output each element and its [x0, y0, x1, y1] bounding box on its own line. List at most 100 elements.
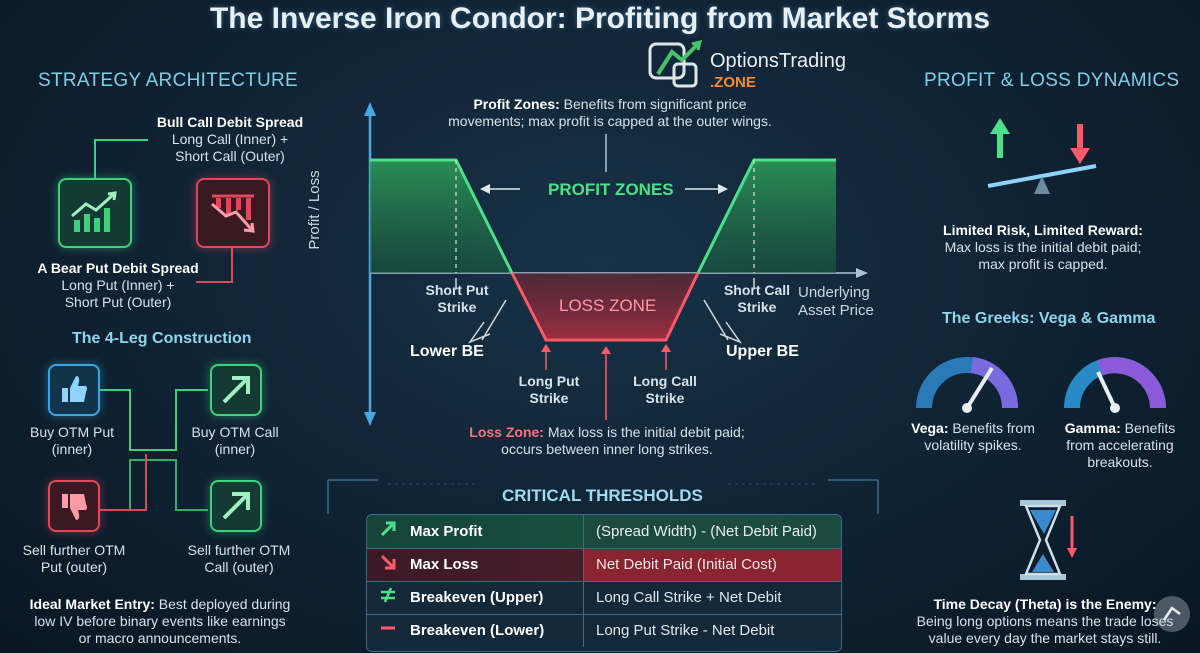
logo-suffix: .ZONE	[710, 74, 756, 91]
gamma-line2: from accelerating	[1066, 437, 1174, 453]
profit-zones-text: Profit Zones: Benefits from significant …	[420, 96, 800, 130]
y-axis-label: Profit / Loss	[306, 170, 323, 250]
short-put-line2: Strike	[437, 299, 477, 315]
market-entry-line1: Best deployed during	[154, 596, 291, 612]
gamma-text: Gamma: Benefits from accelerating breako…	[1050, 420, 1190, 471]
thumbs-up-icon	[62, 376, 87, 402]
theta-line1: Being long options means the trade loses	[916, 613, 1174, 629]
payoff-diagram	[364, 102, 868, 426]
threshold-label-breakeven-lower: Breakeven (Lower)	[409, 614, 584, 647]
bull-spread-card	[58, 178, 132, 248]
rising-chart-icon	[71, 191, 117, 232]
long-put-line1: Long Put	[518, 373, 580, 389]
bear-spread-text: A Bear Put Debit Spread Long Put (Inner)…	[18, 260, 218, 311]
profit-zones-line2: movements; max profit is capped at the o…	[448, 113, 772, 129]
bear-spread-title: A Bear Put Debit Spread	[37, 260, 199, 276]
bull-spread-line2: Short Call (Outer)	[175, 148, 285, 164]
thresholds-table: Max Profit (Spread Width) - (Net Debit P…	[366, 514, 842, 652]
leg-sell-put: Sell further OTM Put (outer)	[8, 542, 140, 576]
threshold-label-max-profit: Max Profit	[409, 515, 584, 549]
vega-gauge-icon	[916, 357, 1019, 413]
theta-line2: value every day the market stays still.	[928, 630, 1162, 646]
loss-zone-title: Loss Zone:	[469, 424, 544, 440]
risk-reward-line1: Max loss is the initial debit paid;	[944, 239, 1142, 255]
profit-zones-line1: Benefits from significant price	[559, 96, 747, 112]
risk-reward-title: Limited Risk, Limited Reward:	[943, 222, 1143, 238]
dynamics-heading: PROFIT & LOSS DYNAMICS	[924, 70, 1180, 91]
market-entry-title: Ideal Market Entry:	[29, 596, 155, 612]
theta-text: Time Decay (Theta) is the Enemy: Being l…	[900, 596, 1190, 647]
market-entry-line2: low IV before binary events like earning…	[34, 613, 286, 629]
buy-put-card	[48, 364, 100, 416]
arrow-up-right-icon	[222, 376, 250, 404]
greeks-heading: The Greeks: Vega & Gamma	[942, 310, 1156, 327]
theta-title: Time Decay (Theta) is the Enemy:	[933, 596, 1157, 612]
leg-buy-put: Buy OTM Put (inner)	[10, 424, 134, 458]
short-call-strike-label: Short Call Strike	[712, 282, 802, 316]
threshold-label-breakeven-upper: Breakeven (Upper)	[409, 581, 584, 615]
threshold-value-breakeven-lower: Long Put Strike - Net Debit	[596, 622, 775, 640]
arrow-down-right-icon	[380, 554, 396, 570]
loss-zone-line1: Max loss is the initial debit paid;	[543, 424, 745, 440]
four-leg-connectors	[98, 389, 208, 511]
architecture-heading: STRATEGY ARCHITECTURE	[38, 70, 299, 91]
leg-sell-call-line1: Sell further OTM	[187, 542, 291, 558]
thumbs-down-icon	[62, 494, 87, 520]
long-call-line2: Strike	[645, 390, 685, 406]
minus-icon	[381, 626, 395, 630]
threshold-value-max-loss: Net Debit Paid (Initial Cost)	[583, 548, 841, 582]
page-title: The Inverse Iron Condor: Profiting from …	[209, 2, 991, 35]
x-axis-label-line2: Asset Price	[798, 302, 874, 319]
short-put-line1: Short Put	[425, 282, 489, 298]
x-axis-label: Underlying Asset Price	[798, 284, 874, 320]
gamma-gauge-icon	[1064, 357, 1166, 413]
market-entry-line3: or macro announcements.	[78, 630, 242, 646]
sell-put-card	[48, 480, 100, 532]
leg-buy-call-line1: Buy OTM Call	[191, 424, 279, 440]
risk-reward-text: Limited Risk, Limited Reward: Max loss i…	[918, 222, 1168, 273]
bear-spread-line1: Long Put (Inner) +	[61, 277, 175, 293]
thresholds-heading: CRITICAL THRESHOLDS	[502, 486, 703, 505]
bull-spread-title: Bull Call Debit Spread	[156, 114, 304, 130]
four-leg-heading: The 4-Leg Construction	[72, 330, 252, 347]
leg-buy-put-line1: Buy OTM Put	[29, 424, 115, 440]
watermark-badge-icon	[1154, 596, 1190, 632]
market-entry-text: Ideal Market Entry: Best deployed during…	[10, 596, 310, 647]
bear-spread-card	[196, 178, 270, 248]
bull-spread-text: Bull Call Debit Spread Long Call (Inner)…	[130, 114, 330, 165]
buy-call-card	[210, 364, 262, 416]
loss-area	[512, 273, 698, 340]
short-call-line1: Short Call	[723, 282, 791, 298]
profit-zones-label: PROFIT ZONES	[548, 180, 674, 199]
short-put-strike-label: Short Put Strike	[412, 282, 502, 316]
architecture-connectors	[94, 139, 233, 283]
leg-sell-call: Sell further OTM Call (outer)	[172, 542, 306, 576]
vega-text: Vega: Benefits from volatility spikes.	[898, 420, 1048, 454]
profit-area-right	[698, 160, 836, 273]
loss-zone-text: Loss Zone: Max loss is the initial debit…	[432, 424, 782, 458]
hourglass-icon	[1020, 500, 1077, 580]
thresholds-frame	[327, 479, 879, 514]
loss-zone-label: LOSS ZONE	[559, 296, 657, 315]
arrow-up-right-icon	[380, 521, 396, 536]
vega-line1: Benefits from	[948, 420, 1035, 436]
arrow-up-right-icon	[222, 492, 250, 520]
long-call-line1: Long Call	[633, 373, 697, 389]
upper-be-label: Upper BE	[726, 343, 799, 360]
leg-buy-call: Buy OTM Call (inner)	[170, 424, 300, 458]
threshold-row-max-profit: Max Profit (Spread Width) - (Net Debit P…	[367, 515, 841, 549]
threshold-value-breakeven-upper: Long Call Strike + Net Debit	[583, 581, 841, 615]
long-put-line2: Strike	[529, 390, 569, 406]
gamma-title: Gamma:	[1064, 420, 1121, 436]
long-put-strike-label: Long Put Strike	[504, 373, 594, 407]
loss-zone-line2: occurs between inner long strikes.	[501, 441, 713, 457]
gamma-line3: breakouts.	[1087, 454, 1153, 470]
threshold-row-max-loss: Max Loss Net Debit Paid (Initial Cost)	[367, 548, 841, 582]
leg-sell-put-line1: Sell further OTM	[22, 542, 126, 558]
threshold-row-breakeven-lower: Breakeven (Lower) Long Put Strike - Net …	[367, 614, 841, 647]
profit-zones-title: Profit Zones:	[473, 96, 560, 112]
gamma-line1: Benefits	[1120, 420, 1176, 436]
risk-reward-line2: max profit is capped.	[978, 256, 1108, 272]
vega-line2: volatility spikes.	[924, 437, 1022, 453]
balance-scale-icon	[987, 118, 1097, 194]
